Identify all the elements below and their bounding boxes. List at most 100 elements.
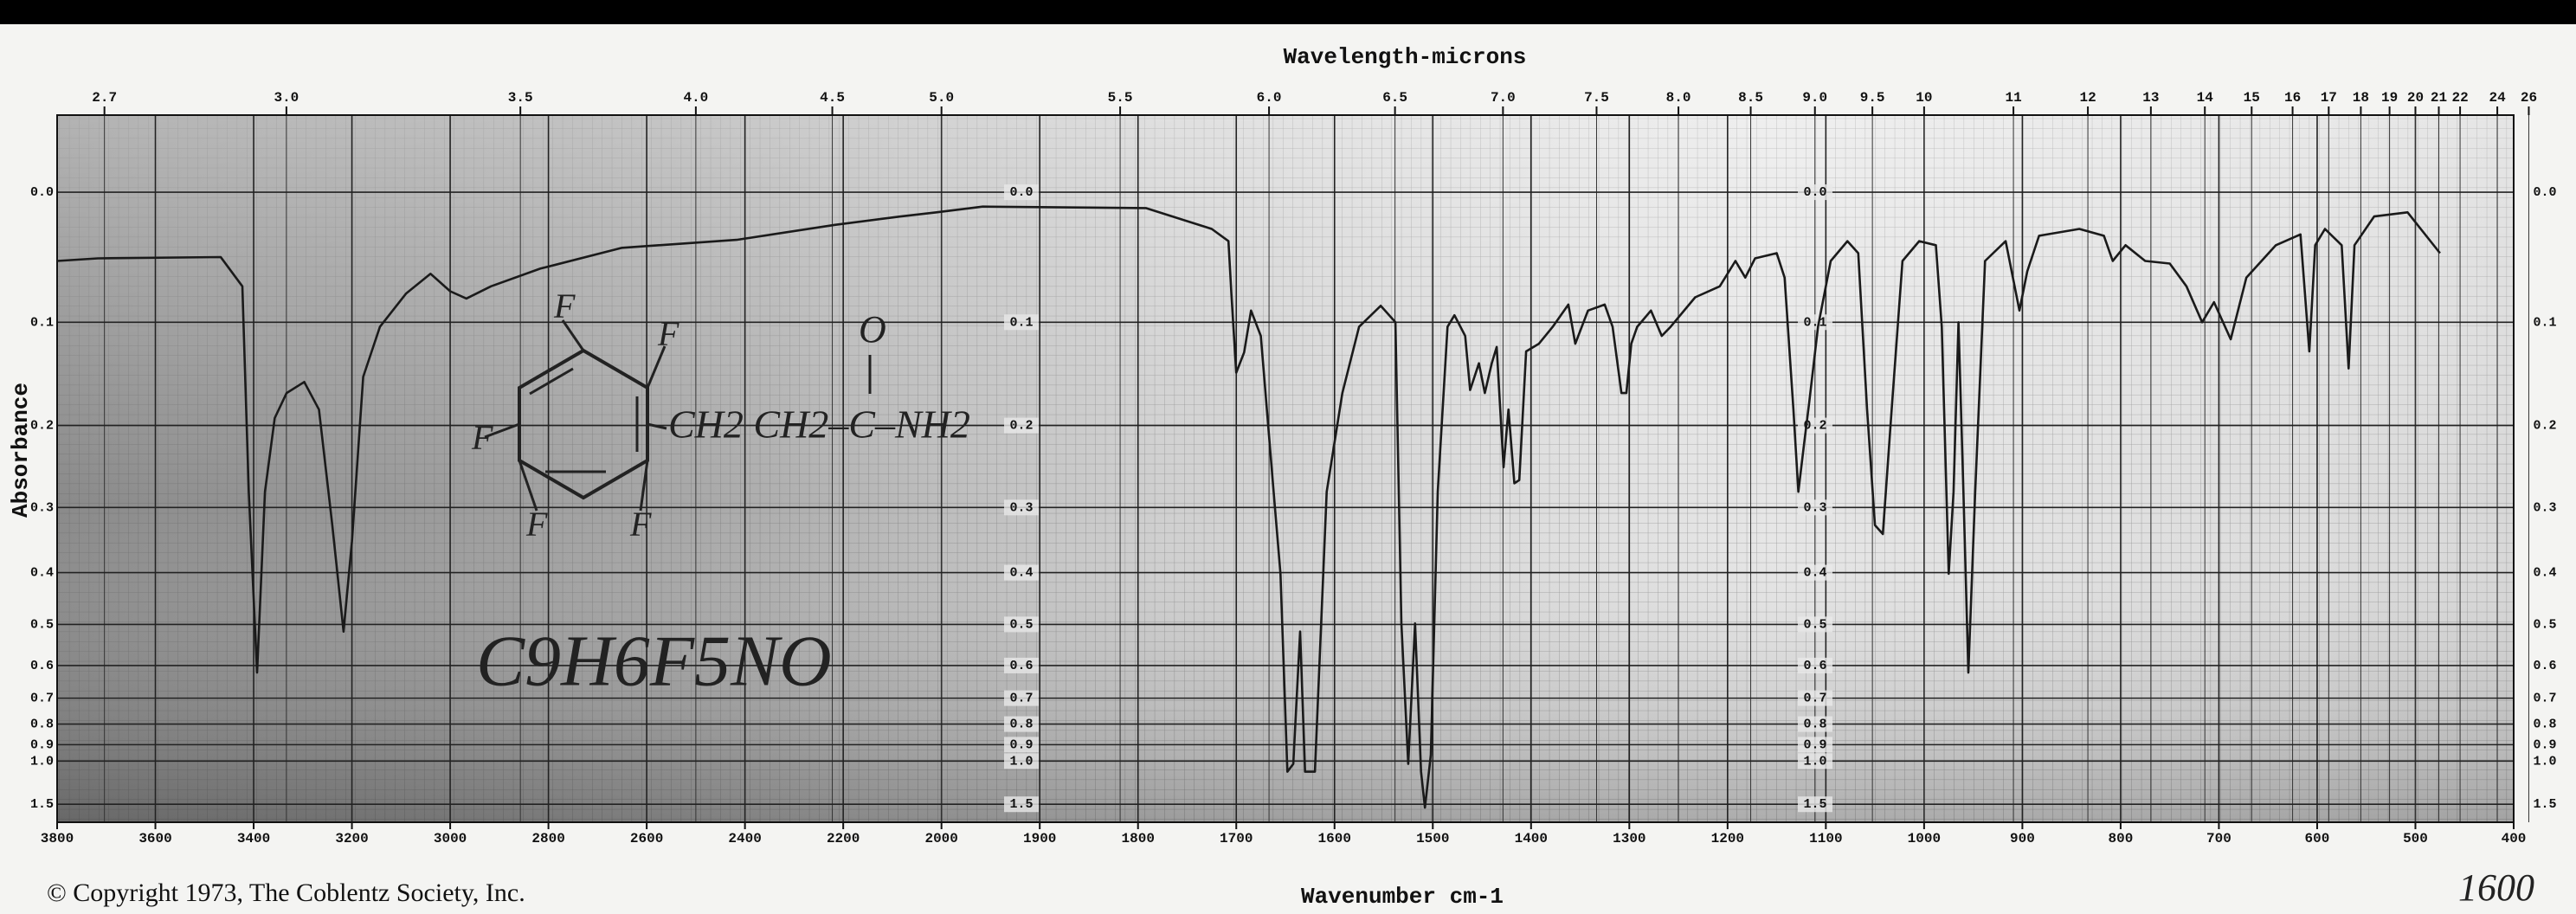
scan-edge <box>0 0 2576 24</box>
y-tick-label: 0.8 <box>1009 718 1033 732</box>
x-tick-label: 2200 <box>827 831 860 846</box>
y-label-backing <box>1798 737 1832 753</box>
y-label-backing <box>1004 737 1039 753</box>
y-tick-label: 1.5 <box>1009 797 1033 812</box>
y-tick-label: 0.7 <box>2533 692 2556 706</box>
y-tick-label: 0.2 <box>30 419 54 434</box>
x2-tick-label: 21 <box>2431 90 2447 106</box>
corner-note: 1600 <box>2458 866 2534 909</box>
top-axis-title: Wavelength-microns <box>1284 44 1527 70</box>
x2-tick-label: 6.0 <box>1257 90 1282 106</box>
substituent-bond <box>647 422 667 430</box>
x-tick-label: 1300 <box>1613 831 1645 846</box>
substituent-bond <box>561 319 585 351</box>
x-tick-label: 400 <box>2502 831 2527 846</box>
y-label-backing <box>1798 314 1832 331</box>
x2-tick-label: 15 <box>2244 90 2260 106</box>
x-tick-label: 1600 <box>1318 831 1351 846</box>
y-tick-label: 1.0 <box>1803 754 1826 769</box>
y-tick-label: 1.0 <box>2533 754 2556 769</box>
y-tick-label: 0.5 <box>1803 617 1826 632</box>
y-tick-label: 0.5 <box>30 617 54 632</box>
y-label-backing <box>1004 716 1039 732</box>
y-label-backing <box>1798 796 1832 813</box>
y-tick-label: 0.8 <box>30 718 54 732</box>
x-tick-label: 1200 <box>1711 831 1744 846</box>
y-label-backing <box>1798 616 1832 633</box>
y-tick-label: 0.1 <box>2533 315 2556 330</box>
y-tick-label: 0.2 <box>2533 419 2556 434</box>
y-tick-label: 0.7 <box>1009 692 1033 706</box>
copyright: © Copyright 1973, The Coblentz Society, … <box>47 879 525 907</box>
y-tick-label: 0.2 <box>1009 419 1033 434</box>
y-tick-label: 0.9 <box>30 737 54 752</box>
x-tick-label: 1400 <box>1515 831 1548 846</box>
x2-tick-label: 7.0 <box>1491 90 1516 106</box>
x2-tick-label: 12 <box>2079 90 2096 106</box>
x-tick-label: 800 <box>2109 831 2134 846</box>
y-label-backing <box>1004 690 1039 706</box>
y-label-backing <box>1004 417 1039 434</box>
x2-tick-label: 19 <box>2381 90 2398 106</box>
y-tick-label: 0.3 <box>30 500 54 515</box>
substituent-label: F <box>471 418 493 457</box>
x-tick-label: 1800 <box>1122 831 1155 846</box>
y-label-backing <box>1004 657 1039 673</box>
x2-tick-label: 10 <box>1916 90 1932 106</box>
x2-tick-label: 17 <box>2321 90 2337 106</box>
substituent-label: F <box>657 314 679 353</box>
x2-tick-label: 2.7 <box>92 90 117 106</box>
x-tick-label: 3800 <box>41 831 74 846</box>
x2-tick-label: 5.0 <box>929 90 954 106</box>
x2-tick-label: 4.5 <box>820 90 845 106</box>
x2-tick-label: 13 <box>2142 90 2159 106</box>
y-label-backing <box>1004 314 1039 331</box>
x-tick-label: 1100 <box>1809 831 1842 846</box>
y-tick-label: 0.3 <box>1009 500 1033 515</box>
y-tick-label: 0.4 <box>1009 566 1033 581</box>
substituent-bond <box>639 460 649 512</box>
x-tick-label: 3400 <box>237 831 270 846</box>
x-tick-label: 700 <box>2206 831 2231 846</box>
y-tick-label: 0.3 <box>1803 500 1826 515</box>
x2-tick-label: 7.5 <box>1584 90 1609 106</box>
spectrum-line <box>56 205 2441 809</box>
ring-bond <box>529 367 574 396</box>
side-chain: CH2 CH2–C–NH2 <box>668 402 970 447</box>
x-tick-label: 900 <box>2010 831 2035 846</box>
x-tick-label: 1700 <box>1220 831 1253 846</box>
x-tick-label: 2400 <box>728 831 761 846</box>
x-tick-label: 2000 <box>924 831 957 846</box>
y-tick-label: 0.9 <box>1009 737 1033 752</box>
x2-tick-label: 9.0 <box>1802 90 1827 106</box>
y-tick-label: 1.0 <box>30 754 54 769</box>
y-tick-label: 0.4 <box>1803 566 1826 581</box>
y-tick-label: 0.1 <box>30 315 54 330</box>
y-label-backing <box>1004 184 1039 201</box>
x2-tick-label: 24 <box>2489 90 2506 106</box>
molecular-formula: C9H6F5NO <box>476 621 832 701</box>
x-tick-label: 1900 <box>1023 831 1056 846</box>
x2-tick-label: 8.5 <box>1738 90 1763 106</box>
x-tick-label: 2800 <box>531 831 564 846</box>
substituent-bond <box>518 460 538 512</box>
y-tick-label: 0.7 <box>1803 692 1826 706</box>
y-tick-label: 0.8 <box>1803 718 1826 732</box>
y-tick-label: 0.9 <box>2533 737 2556 752</box>
y-label-backing <box>1004 796 1039 813</box>
y-tick-label: 0.6 <box>2533 659 2556 673</box>
x2-tick-label: 11 <box>2005 90 2021 106</box>
x2-tick-label: 20 <box>2407 90 2424 106</box>
y-label-backing <box>1798 657 1832 673</box>
y-label-backing <box>1004 564 1039 581</box>
x2-tick-label: 26 <box>2521 90 2537 106</box>
y-tick-label: 0.3 <box>2533 500 2556 515</box>
y-tick-label: 0.4 <box>30 566 54 581</box>
y-tick-label: 0.5 <box>1009 617 1033 632</box>
x-axis-title: Wavenumber cm-1 <box>1301 884 1504 910</box>
x2-tick-label: 8.0 <box>1666 90 1691 106</box>
substituent-label: F <box>629 505 652 544</box>
x2-tick-label: 3.0 <box>274 90 299 106</box>
x2-tick-label: 6.5 <box>1382 90 1407 106</box>
